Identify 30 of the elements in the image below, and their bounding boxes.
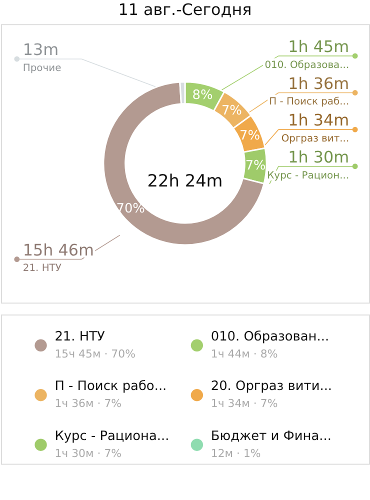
text: 13m (22, 40, 59, 60)
data-label: 7% (245, 158, 266, 174)
text: 15ч 45м · 70% (54, 347, 136, 360)
text: 1ч 34м · 7% (210, 397, 278, 410)
text: 1ч 44м · 8% (210, 347, 278, 360)
text: 1ч 36м · 7% (54, 397, 122, 410)
text: 1ч 30м · 7% (54, 446, 122, 460)
category-label: 20. Орграз вити... (210, 379, 332, 394)
text: 1h 45m (288, 36, 350, 56)
category-label: 21. НТУ (54, 329, 105, 344)
data-label: 7% (221, 103, 242, 118)
chart-title: 11 авг.-Сегодня (118, 0, 252, 20)
category-label: Бюджет и Фина... (210, 428, 332, 444)
text: 1h 34m (288, 110, 350, 130)
legend-label: 010. Образова... (264, 60, 350, 71)
legend-label: 21. НТУ (22, 263, 62, 274)
text: 1h 30m (288, 147, 350, 166)
text: 15h 46m (22, 240, 94, 260)
category-label: 010. Образован... (210, 329, 330, 344)
donut-slice (102, 81, 265, 246)
legend-label: Орграз вит... (281, 133, 350, 144)
category-label: П - Поиск рабо... (54, 379, 167, 394)
legend-label: Прочие (22, 62, 62, 74)
data-label: 8% (192, 88, 213, 103)
text: 22h 24m (147, 170, 223, 190)
data-label: 7% (240, 128, 260, 144)
text: 1h 36m (288, 74, 350, 93)
legend-label: П - Поиск раб... (269, 96, 350, 108)
category-label: Курс - Рациона... (54, 428, 170, 444)
text: 12м · 1% (210, 446, 261, 460)
